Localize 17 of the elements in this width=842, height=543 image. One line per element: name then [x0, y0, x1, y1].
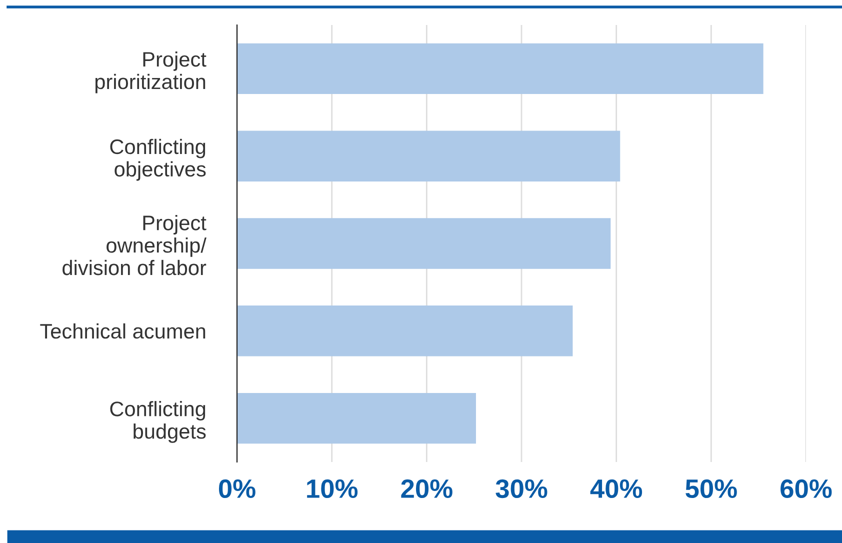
bar [237, 306, 573, 356]
bar [237, 392, 476, 444]
bar [237, 218, 611, 269]
y-tick-label: Conflicting objectives [110, 138, 206, 181]
bar [237, 130, 620, 182]
bar [237, 43, 764, 94]
x-tick-label: 0% [218, 479, 256, 498]
y-tick-label: Technical acumen [40, 323, 206, 339]
x-tick-label: 20% [401, 479, 452, 498]
x-tick-label: 10% [307, 479, 358, 498]
y-tick-label: Conflicting budgets [110, 401, 206, 443]
x-tick-label: 30% [496, 479, 548, 498]
x-tick-label: 40% [590, 479, 642, 498]
y-tick-label: Project ownership/ division of labor [62, 215, 206, 276]
x-tick-label: 50% [686, 479, 737, 498]
y-tick-label: Project prioritization [95, 51, 206, 94]
x-tick-label: 60% [780, 479, 832, 498]
